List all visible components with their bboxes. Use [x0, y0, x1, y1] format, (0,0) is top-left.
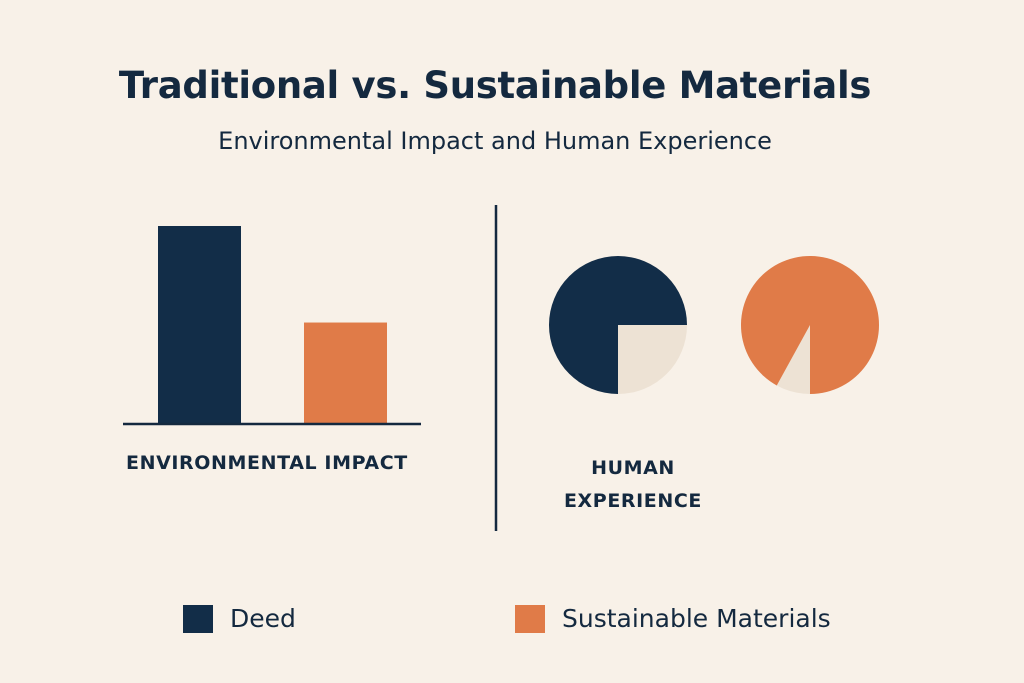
bar-chart-environmental-impact [123, 226, 421, 426]
pie-chart-deed [549, 256, 687, 394]
legend-item-deed: Deed [183, 604, 296, 633]
pie-deed-slice [549, 256, 687, 394]
legend-swatch-deed [183, 604, 213, 633]
chart-subtitle: Environmental Impact and Human Experienc… [218, 127, 772, 155]
human-experience-label-line1: HUMAN [591, 457, 675, 479]
human-experience-label: HUMAN EXPERIENCE [548, 452, 718, 518]
environmental-impact-label: ENVIRONMENTAL IMPACT [126, 452, 408, 474]
legend-label-deed: Deed [230, 604, 296, 633]
bar-sustainable-materials [304, 322, 387, 423]
bar-deed [158, 226, 241, 423]
pie-chart-sustainable [741, 256, 880, 394]
legend-item-sustainable: Sustainable Materials [515, 604, 831, 633]
chart-title: Traditional vs. Sustainable Materials [118, 64, 872, 107]
human-experience-label-line2: EXPERIENCE [563, 490, 703, 512]
legend-label-sustainable: Sustainable Materials [562, 604, 831, 633]
legend-swatch-sustainable [515, 604, 545, 633]
pie-sustainable-slice [741, 256, 880, 394]
